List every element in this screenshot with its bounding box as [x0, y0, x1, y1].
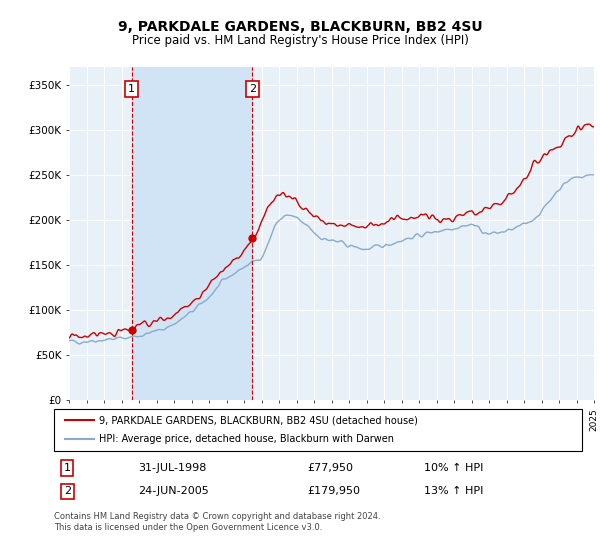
Text: 1: 1 [64, 463, 71, 473]
Text: Price paid vs. HM Land Registry's House Price Index (HPI): Price paid vs. HM Land Registry's House … [131, 34, 469, 46]
Bar [131, 67, 253, 400]
Text: HPI: Average price, detached house, Blackburn with Darwen: HPI: Average price, detached house, Blac… [99, 435, 394, 445]
Text: 9, PARKDALE GARDENS, BLACKBURN, BB2 4SU: 9, PARKDALE GARDENS, BLACKBURN, BB2 4SU [118, 20, 482, 34]
Text: 9, PARKDALE GARDENS, BLACKBURN, BB2 4SU (detached house): 9, PARKDALE GARDENS, BLACKBURN, BB2 4SU … [99, 415, 418, 425]
Text: 24-JUN-2005: 24-JUN-2005 [139, 487, 209, 497]
Text: £77,950: £77,950 [307, 463, 353, 473]
Text: 31-JUL-1998: 31-JUL-1998 [139, 463, 207, 473]
Text: 2: 2 [64, 487, 71, 497]
Text: 1: 1 [128, 84, 135, 94]
Text: 10% ↑ HPI: 10% ↑ HPI [424, 463, 483, 473]
Text: 2: 2 [249, 84, 256, 94]
Text: £179,950: £179,950 [307, 487, 361, 497]
Text: 13% ↑ HPI: 13% ↑ HPI [424, 487, 483, 497]
Text: Contains HM Land Registry data © Crown copyright and database right 2024.
This d: Contains HM Land Registry data © Crown c… [54, 512, 380, 532]
